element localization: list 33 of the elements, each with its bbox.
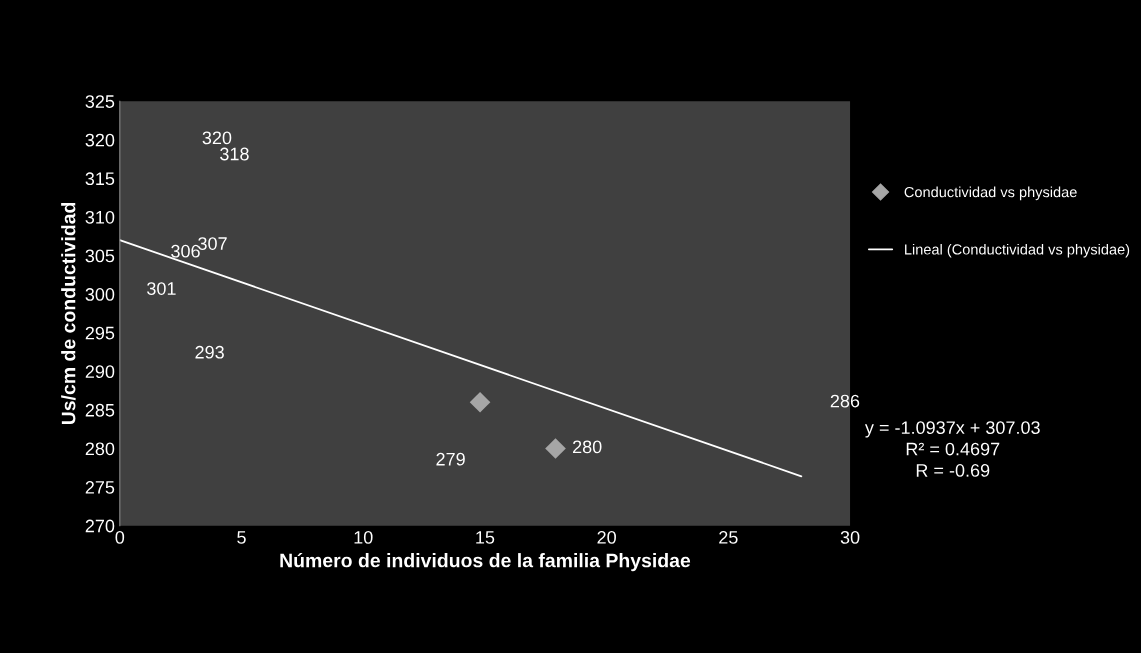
- x-tick-label: 0: [115, 531, 125, 544]
- x-tick-label: 5: [237, 531, 246, 544]
- y-tick-label: 310: [85, 210, 115, 224]
- annotation: 307: [198, 237, 227, 250]
- x-tick-label: 10: [354, 531, 373, 544]
- x-tick-label: 20: [597, 531, 616, 544]
- annotation: 301: [147, 282, 176, 295]
- x-tick-label: 15: [476, 531, 495, 544]
- y-tick-label: 280: [85, 442, 115, 456]
- annotation: 293: [195, 345, 224, 359]
- annotation: 286: [830, 394, 860, 408]
- y-tick-label: 290: [85, 365, 115, 379]
- y-tick-label: 285: [85, 403, 115, 417]
- y-tick-label: 295: [85, 326, 115, 340]
- annotation: 279: [436, 452, 465, 466]
- y-tick-label: 325: [85, 95, 115, 108]
- annotation: 280: [573, 440, 602, 454]
- y-tick-label: 275: [85, 481, 115, 494]
- y-tick-label: 320: [85, 133, 115, 147]
- y-tick-label: 315: [85, 172, 115, 186]
- legend-label: Conductividad vs physidae: [904, 186, 1077, 201]
- y-tick-label: 305: [85, 249, 115, 263]
- x-axis-title: Número de individuos de la familia Physidae: [280, 552, 691, 572]
- x-tick-label: 25: [719, 531, 738, 544]
- y-tick-label: 300: [85, 288, 115, 301]
- y-tick-label: 270: [85, 519, 115, 533]
- text: y = -1.0937x + 307.03 R² = 0.4697 R = -0.69: [864, 421, 1040, 477]
- annotation: 306: [171, 244, 200, 258]
- annotation: 318: [220, 147, 249, 161]
- annotation: 320: [202, 131, 232, 145]
- legend-label: Lineal (Conductividad vs physidae): [905, 243, 1130, 258]
- x-tick-label: 30: [840, 531, 860, 544]
- y-axis-title: Us/cm de conductividad: [61, 202, 76, 425]
